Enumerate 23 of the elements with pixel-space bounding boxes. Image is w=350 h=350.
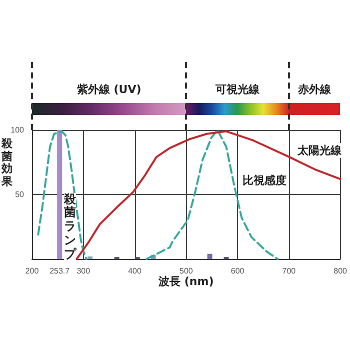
x-tick-label: 700 [282, 266, 296, 276]
x-axis-title: 波長 (nm) [158, 274, 214, 289]
x-tick-label: 500 [179, 266, 194, 276]
y-tick-label: 50 [15, 190, 25, 199]
bar [57, 130, 62, 259]
x-tick-label: 800 [334, 266, 348, 276]
x-tick-label: 600 [230, 266, 245, 276]
text: 赤外線 [298, 82, 332, 97]
bar [207, 254, 212, 259]
series-label: 太陽光線 [297, 143, 342, 158]
text: 可視光線 [216, 82, 260, 97]
bar [88, 256, 93, 259]
x-tick-label: 400 [128, 266, 142, 276]
series-label: 殺菌ランプ [64, 192, 76, 262]
series-label: 比視感度 [242, 172, 286, 188]
y-tick-label: 100 [10, 126, 25, 134]
x-tick-label: 300 [76, 266, 91, 276]
line-series [76, 130, 342, 260]
y-axis-title: 殺菌効果 [1, 137, 13, 189]
text: 紫外線 (UV) [76, 82, 142, 97]
line-series [37, 130, 88, 260]
x-tick-label: 200 [25, 266, 40, 276]
x-tick-label: 253.7 [50, 266, 70, 276]
